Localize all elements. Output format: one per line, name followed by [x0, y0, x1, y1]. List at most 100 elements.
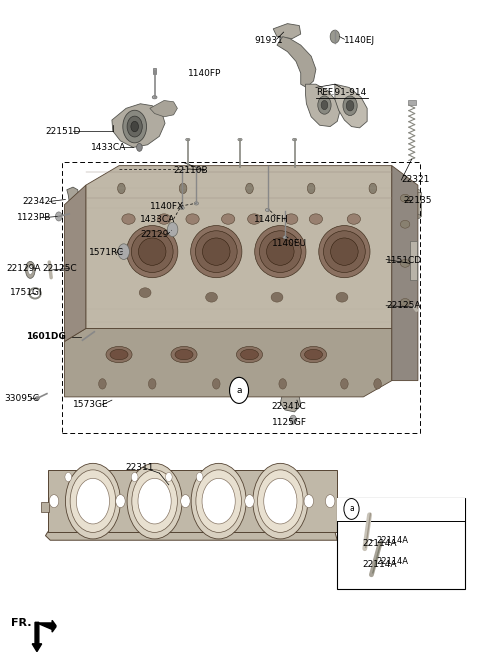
Ellipse shape	[122, 214, 135, 224]
Circle shape	[245, 495, 254, 508]
Text: REF.91-914: REF.91-914	[316, 88, 366, 97]
Text: 22321: 22321	[401, 175, 430, 185]
Text: 22125C: 22125C	[42, 264, 77, 273]
Text: 22114A: 22114A	[377, 557, 408, 566]
Circle shape	[279, 378, 287, 389]
Polygon shape	[64, 328, 392, 397]
Text: 1140FH: 1140FH	[254, 215, 289, 224]
Ellipse shape	[186, 138, 190, 141]
Text: 22125A: 22125A	[386, 301, 420, 310]
Circle shape	[325, 495, 335, 508]
Text: 1151CD: 1151CD	[386, 256, 422, 265]
Polygon shape	[46, 532, 337, 540]
Ellipse shape	[292, 138, 297, 141]
Circle shape	[148, 378, 156, 389]
Ellipse shape	[127, 225, 178, 278]
Bar	[410, 192, 421, 216]
Text: 22341C: 22341C	[272, 402, 306, 411]
Ellipse shape	[304, 350, 323, 360]
Circle shape	[202, 478, 235, 524]
Ellipse shape	[191, 225, 242, 278]
Ellipse shape	[203, 238, 230, 265]
Polygon shape	[335, 84, 367, 128]
Circle shape	[137, 143, 142, 151]
Ellipse shape	[410, 214, 421, 219]
Circle shape	[118, 183, 125, 194]
Circle shape	[346, 101, 354, 111]
Bar	[337, 498, 466, 589]
Circle shape	[344, 499, 359, 520]
Circle shape	[65, 472, 72, 482]
Bar	[41, 503, 49, 512]
Circle shape	[253, 463, 308, 539]
Ellipse shape	[331, 238, 358, 265]
Circle shape	[246, 183, 253, 194]
Circle shape	[116, 495, 125, 508]
Circle shape	[343, 96, 357, 116]
Text: 1140EJ: 1140EJ	[344, 36, 375, 45]
Text: 91931: 91931	[254, 36, 283, 45]
Ellipse shape	[28, 265, 33, 275]
Text: a: a	[349, 505, 354, 514]
Circle shape	[374, 378, 382, 389]
Circle shape	[127, 463, 182, 539]
Text: 1601DG: 1601DG	[26, 332, 66, 342]
Circle shape	[138, 478, 171, 524]
Ellipse shape	[35, 397, 39, 400]
Circle shape	[166, 472, 172, 482]
Text: 22151D: 22151D	[46, 127, 81, 135]
Ellipse shape	[248, 214, 261, 224]
Ellipse shape	[205, 292, 217, 302]
Ellipse shape	[260, 231, 301, 273]
Circle shape	[65, 463, 120, 539]
Text: 22110B: 22110B	[174, 166, 208, 175]
Ellipse shape	[237, 346, 263, 363]
Text: 1140FP: 1140FP	[188, 68, 221, 78]
Polygon shape	[32, 622, 42, 652]
Circle shape	[131, 122, 138, 132]
Text: 22342C: 22342C	[23, 197, 57, 206]
Ellipse shape	[171, 346, 197, 363]
Circle shape	[229, 377, 249, 403]
Polygon shape	[112, 104, 165, 147]
Circle shape	[264, 478, 297, 524]
Ellipse shape	[410, 189, 421, 194]
Ellipse shape	[400, 220, 410, 228]
Ellipse shape	[106, 346, 132, 363]
Text: 33095C: 33095C	[4, 394, 39, 403]
Ellipse shape	[266, 238, 294, 265]
Ellipse shape	[319, 225, 370, 278]
Ellipse shape	[194, 202, 199, 205]
Text: 1140EU: 1140EU	[272, 238, 307, 248]
Circle shape	[127, 116, 142, 137]
Text: 1123PB: 1123PB	[17, 214, 51, 222]
Circle shape	[132, 472, 138, 482]
Circle shape	[56, 212, 62, 221]
Bar	[337, 498, 466, 521]
Ellipse shape	[138, 238, 166, 265]
Ellipse shape	[110, 350, 128, 360]
Ellipse shape	[309, 214, 323, 224]
Ellipse shape	[255, 225, 306, 278]
Ellipse shape	[221, 214, 235, 224]
Ellipse shape	[80, 338, 85, 342]
Ellipse shape	[265, 208, 270, 212]
Ellipse shape	[400, 260, 410, 267]
Polygon shape	[64, 185, 86, 342]
Circle shape	[168, 222, 178, 237]
Ellipse shape	[400, 298, 410, 306]
Ellipse shape	[283, 236, 287, 239]
Ellipse shape	[347, 214, 360, 224]
Polygon shape	[305, 84, 340, 127]
Text: 1433CA: 1433CA	[91, 143, 126, 152]
Ellipse shape	[324, 231, 365, 273]
Text: 22311: 22311	[125, 463, 154, 472]
Text: 1573GE: 1573GE	[73, 400, 108, 409]
Ellipse shape	[400, 194, 410, 202]
Polygon shape	[86, 166, 392, 328]
Circle shape	[98, 378, 106, 389]
Circle shape	[318, 96, 331, 114]
Text: 22129A: 22129A	[7, 264, 41, 273]
Circle shape	[123, 110, 146, 143]
Circle shape	[321, 101, 328, 110]
